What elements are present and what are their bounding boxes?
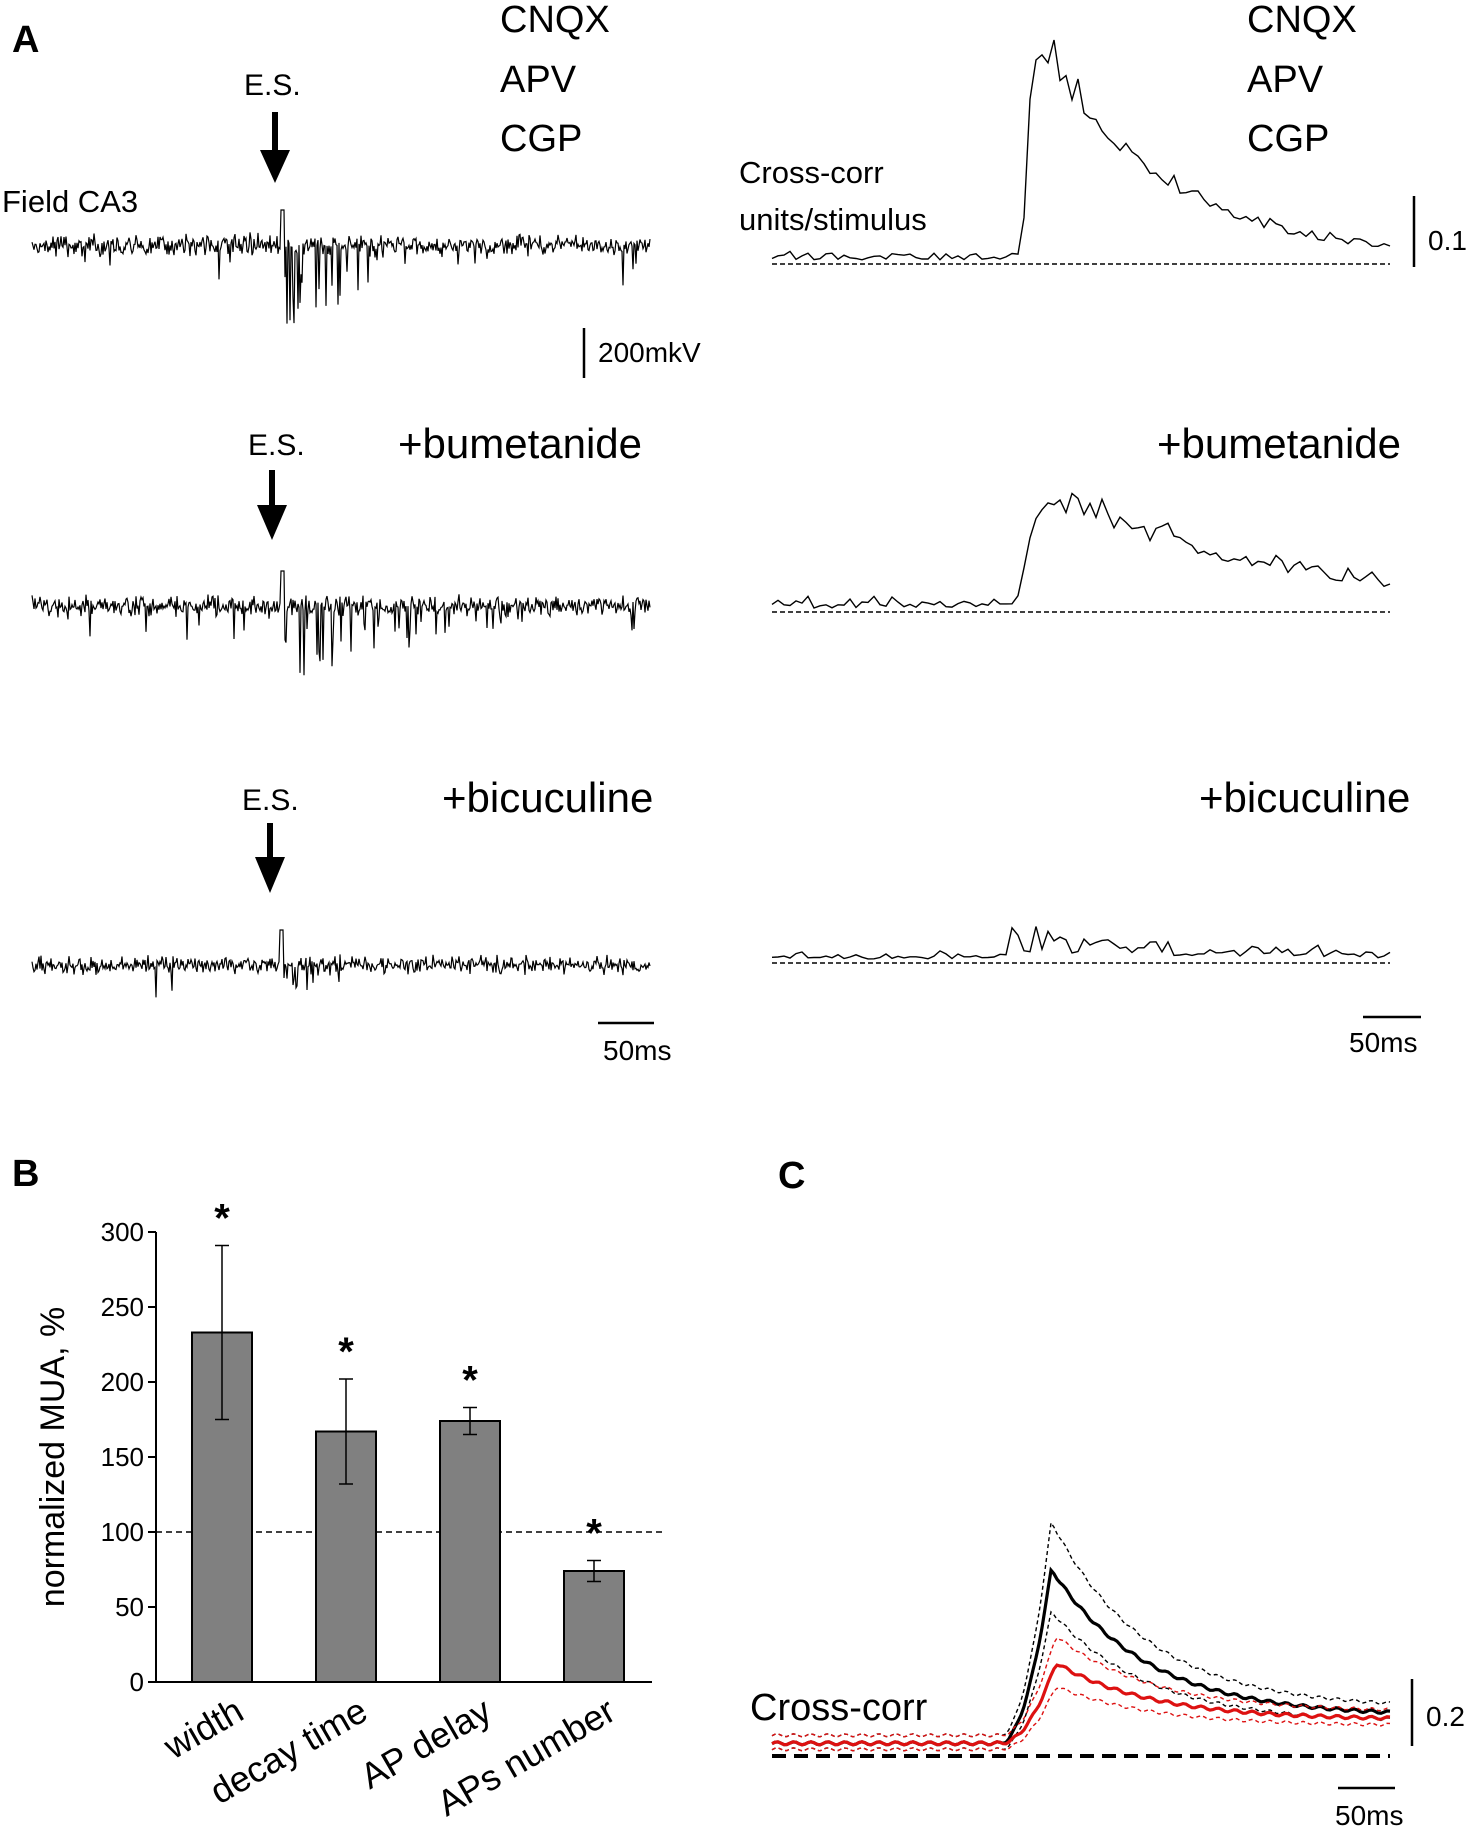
bar (563, 1570, 625, 1683)
drug-block-right: CNQX APV CGP (1247, 0, 1357, 160)
line-chart-crosscorr (771, 1520, 1391, 1758)
red-mean-trace (771, 1663, 1391, 1747)
y-tick-label: 0 (130, 1667, 144, 1697)
crosscorr-trace-control (771, 39, 1391, 261)
crosscorr-scalebar-label: 0.1 (1428, 225, 1467, 256)
significance-marker: * (462, 1359, 478, 1403)
x-tick-label: width (156, 1689, 250, 1767)
y-tick-label: 100 (101, 1517, 144, 1547)
panel-a-letter: A (12, 19, 39, 61)
drug-cgp-left: CGP (500, 118, 582, 160)
y-tick-label: 250 (101, 1292, 144, 1322)
stim-label-2: E.S. (248, 429, 305, 462)
red-lower-band (771, 1687, 1391, 1752)
significance-marker: * (338, 1330, 354, 1374)
drug-apv-left: APV (500, 59, 577, 101)
panel-c-scalebar-crosscorr: 0.2 (1410, 1679, 1465, 1746)
panel-c-crosscorr-label: Cross-corr (750, 1687, 928, 1729)
bar-chart-normalized-mua: 0 50 100 150 200 250 300 normalized MUA, % * widt… (34, 1197, 662, 1824)
red-upper-band (771, 1637, 1391, 1738)
condition-bumetanide-left: +bumetanide (398, 420, 642, 467)
condition-bicuculine-left: +bicuculine (442, 774, 653, 821)
crosscorr-label-line2: units/stimulus (739, 202, 927, 237)
time-scalebar-right: 50ms (1349, 1015, 1421, 1058)
field-trace-bicuculine (31, 929, 651, 998)
black-upper-band (771, 1520, 1391, 1738)
stim-arrow-2: E.S. (248, 429, 305, 540)
y-tick-label: 200 (101, 1367, 144, 1397)
panel-c-scalebar-time: 50ms (1335, 1786, 1403, 1831)
stim-arrow-3: E.S. (242, 784, 299, 893)
drug-cgp-right: CGP (1247, 118, 1329, 160)
drug-apv-right: APV (1247, 59, 1324, 101)
time-scalebar-left: 50ms (598, 1021, 671, 1066)
voltage-scalebar-label: 200mkV (598, 337, 701, 368)
condition-bicuculine-right: +bicuculine (1199, 774, 1410, 821)
significance-marker: * (214, 1197, 230, 1241)
panel-c-scalebar-crosscorr-label: 0.2 (1426, 1701, 1465, 1732)
drug-block-left: CNQX APV CGP (500, 0, 610, 160)
y-tick-label: 300 (101, 1217, 144, 1247)
time-scalebar-right-label: 50ms (1349, 1027, 1417, 1058)
time-scalebar-left-label: 50ms (603, 1035, 671, 1066)
field-trace-control (31, 209, 651, 324)
y-axis-title: normalized MUA, % (34, 1307, 72, 1607)
drug-cnqx-left: CNQX (500, 0, 610, 41)
voltage-scalebar: 200mkV (582, 328, 701, 378)
black-lower-band (771, 1610, 1391, 1752)
panel-c-letter: C (778, 1155, 805, 1197)
y-tick-label: 50 (115, 1592, 144, 1622)
crosscorr-trace-bumetanide (771, 492, 1391, 609)
crosscorr-scalebar: 0.1 (1412, 196, 1467, 267)
crosscorr-label-line1: Cross-corr (739, 155, 884, 190)
y-tick-label: 150 (101, 1442, 144, 1472)
stim-label-3: E.S. (242, 784, 299, 817)
field-trace-bumetanide (31, 570, 651, 676)
panel-b-letter: B (12, 1153, 39, 1195)
drug-cnqx-right: CNQX (1247, 0, 1357, 41)
panel-c-scalebar-time-label: 50ms (1335, 1800, 1403, 1831)
stim-label-1: E.S. (244, 69, 301, 102)
crosscorr-trace-bicuculine (771, 926, 1391, 960)
bar (439, 1420, 501, 1683)
condition-bumetanide-right: +bumetanide (1157, 420, 1401, 467)
field-ca3-label: Field CA3 (2, 184, 138, 219)
stim-arrow-1: E.S. (244, 69, 301, 183)
significance-marker: * (586, 1512, 602, 1556)
